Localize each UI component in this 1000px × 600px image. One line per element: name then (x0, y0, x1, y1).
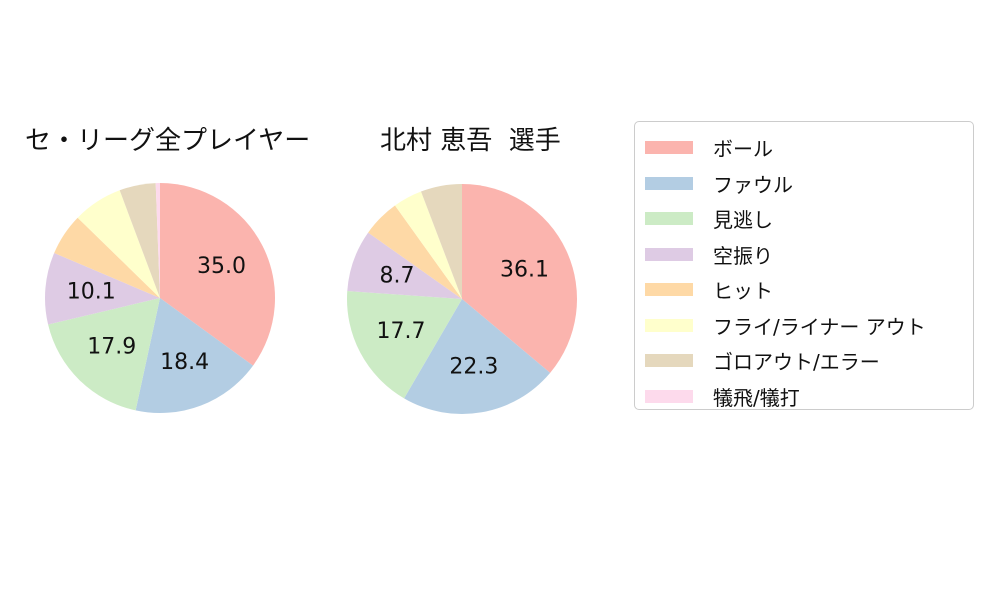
chart-title-player: 北村 恵吾 選手 (380, 126, 561, 156)
slice-value-label: 18.4 (160, 350, 209, 375)
slice-value-label: 8.7 (380, 263, 415, 288)
pie-slice-7 (119, 183, 160, 298)
pie-slice-3 (48, 298, 161, 411)
pie-slice-4 (347, 232, 462, 299)
pie-slice-2 (135, 298, 254, 414)
legend-item: ゴロアウト/エラー (645, 343, 973, 379)
pie-slice-1 (160, 183, 276, 366)
slice-value-label: 10.1 (67, 280, 116, 305)
legend-swatch (645, 212, 693, 226)
legend-item-label: ファウル (713, 172, 793, 197)
legend-items: ボールファウル見逃し空振りヒットフライ/ライナー アウト ゴロアウト/エラー 犠飛/… (645, 130, 973, 414)
legend-item-label: 犠飛/犠打 (713, 385, 800, 410)
pie-slice-2 (404, 299, 551, 415)
slice-value-label: 22.3 (449, 355, 498, 380)
legend-item-label: フライ/ライナー アウト (713, 314, 926, 339)
pie-slice-4 (44, 252, 160, 325)
legend-swatch (645, 318, 693, 332)
legend-swatch (645, 389, 693, 403)
slice-value-label: 17.7 (377, 319, 426, 344)
pie-slice-5 (368, 205, 462, 299)
legend-swatch (645, 141, 693, 155)
legend-item-label: 空振り (713, 243, 773, 268)
legend-item: ヒット (645, 272, 973, 308)
pie-slice-6 (394, 191, 462, 299)
legend-item: フライ/ライナー アウト (645, 308, 973, 344)
pie-slice-1 (462, 184, 578, 373)
pie-slice-3 (346, 291, 462, 399)
legend-item-label: ヒット (713, 279, 773, 304)
legend-swatch (645, 176, 693, 190)
legend-item: 空振り (645, 237, 973, 273)
slice-value-label: 36.1 (500, 257, 549, 282)
legend-swatch (645, 354, 693, 368)
legend-item-label: 見逃し (713, 208, 773, 233)
legend-item-label: ボール (713, 137, 773, 162)
legend-item: ボール (645, 130, 973, 166)
pie-slice-8 (155, 183, 160, 298)
slice-value-label: 17.9 (87, 335, 136, 360)
pie-slice-7 (421, 184, 462, 299)
legend-swatch (645, 283, 693, 297)
pie-chart-league: 35.0 18.4 17.9 10.1 (44, 183, 276, 414)
pie-chart-player: 36.1 22.3 17.7 8.7 (346, 184, 578, 415)
legend-item: 見逃し (645, 201, 973, 237)
slice-value-label: 35.0 (197, 254, 246, 279)
legend-swatch (645, 247, 693, 261)
legend-item-label: ゴロアウト/エラー (713, 350, 880, 375)
pie-slice-6 (77, 190, 160, 298)
chart-title-league: セ・リーグ全プレイヤー (25, 126, 311, 156)
legend: ボールファウル見逃し空振りヒットフライ/ライナー アウト ゴロアウト/エラー 犠飛/… (634, 121, 974, 410)
legend-item: 犠飛/犠打 (645, 379, 973, 415)
legend-item: ファウル (645, 166, 973, 202)
pie-slice-5 (54, 217, 160, 298)
